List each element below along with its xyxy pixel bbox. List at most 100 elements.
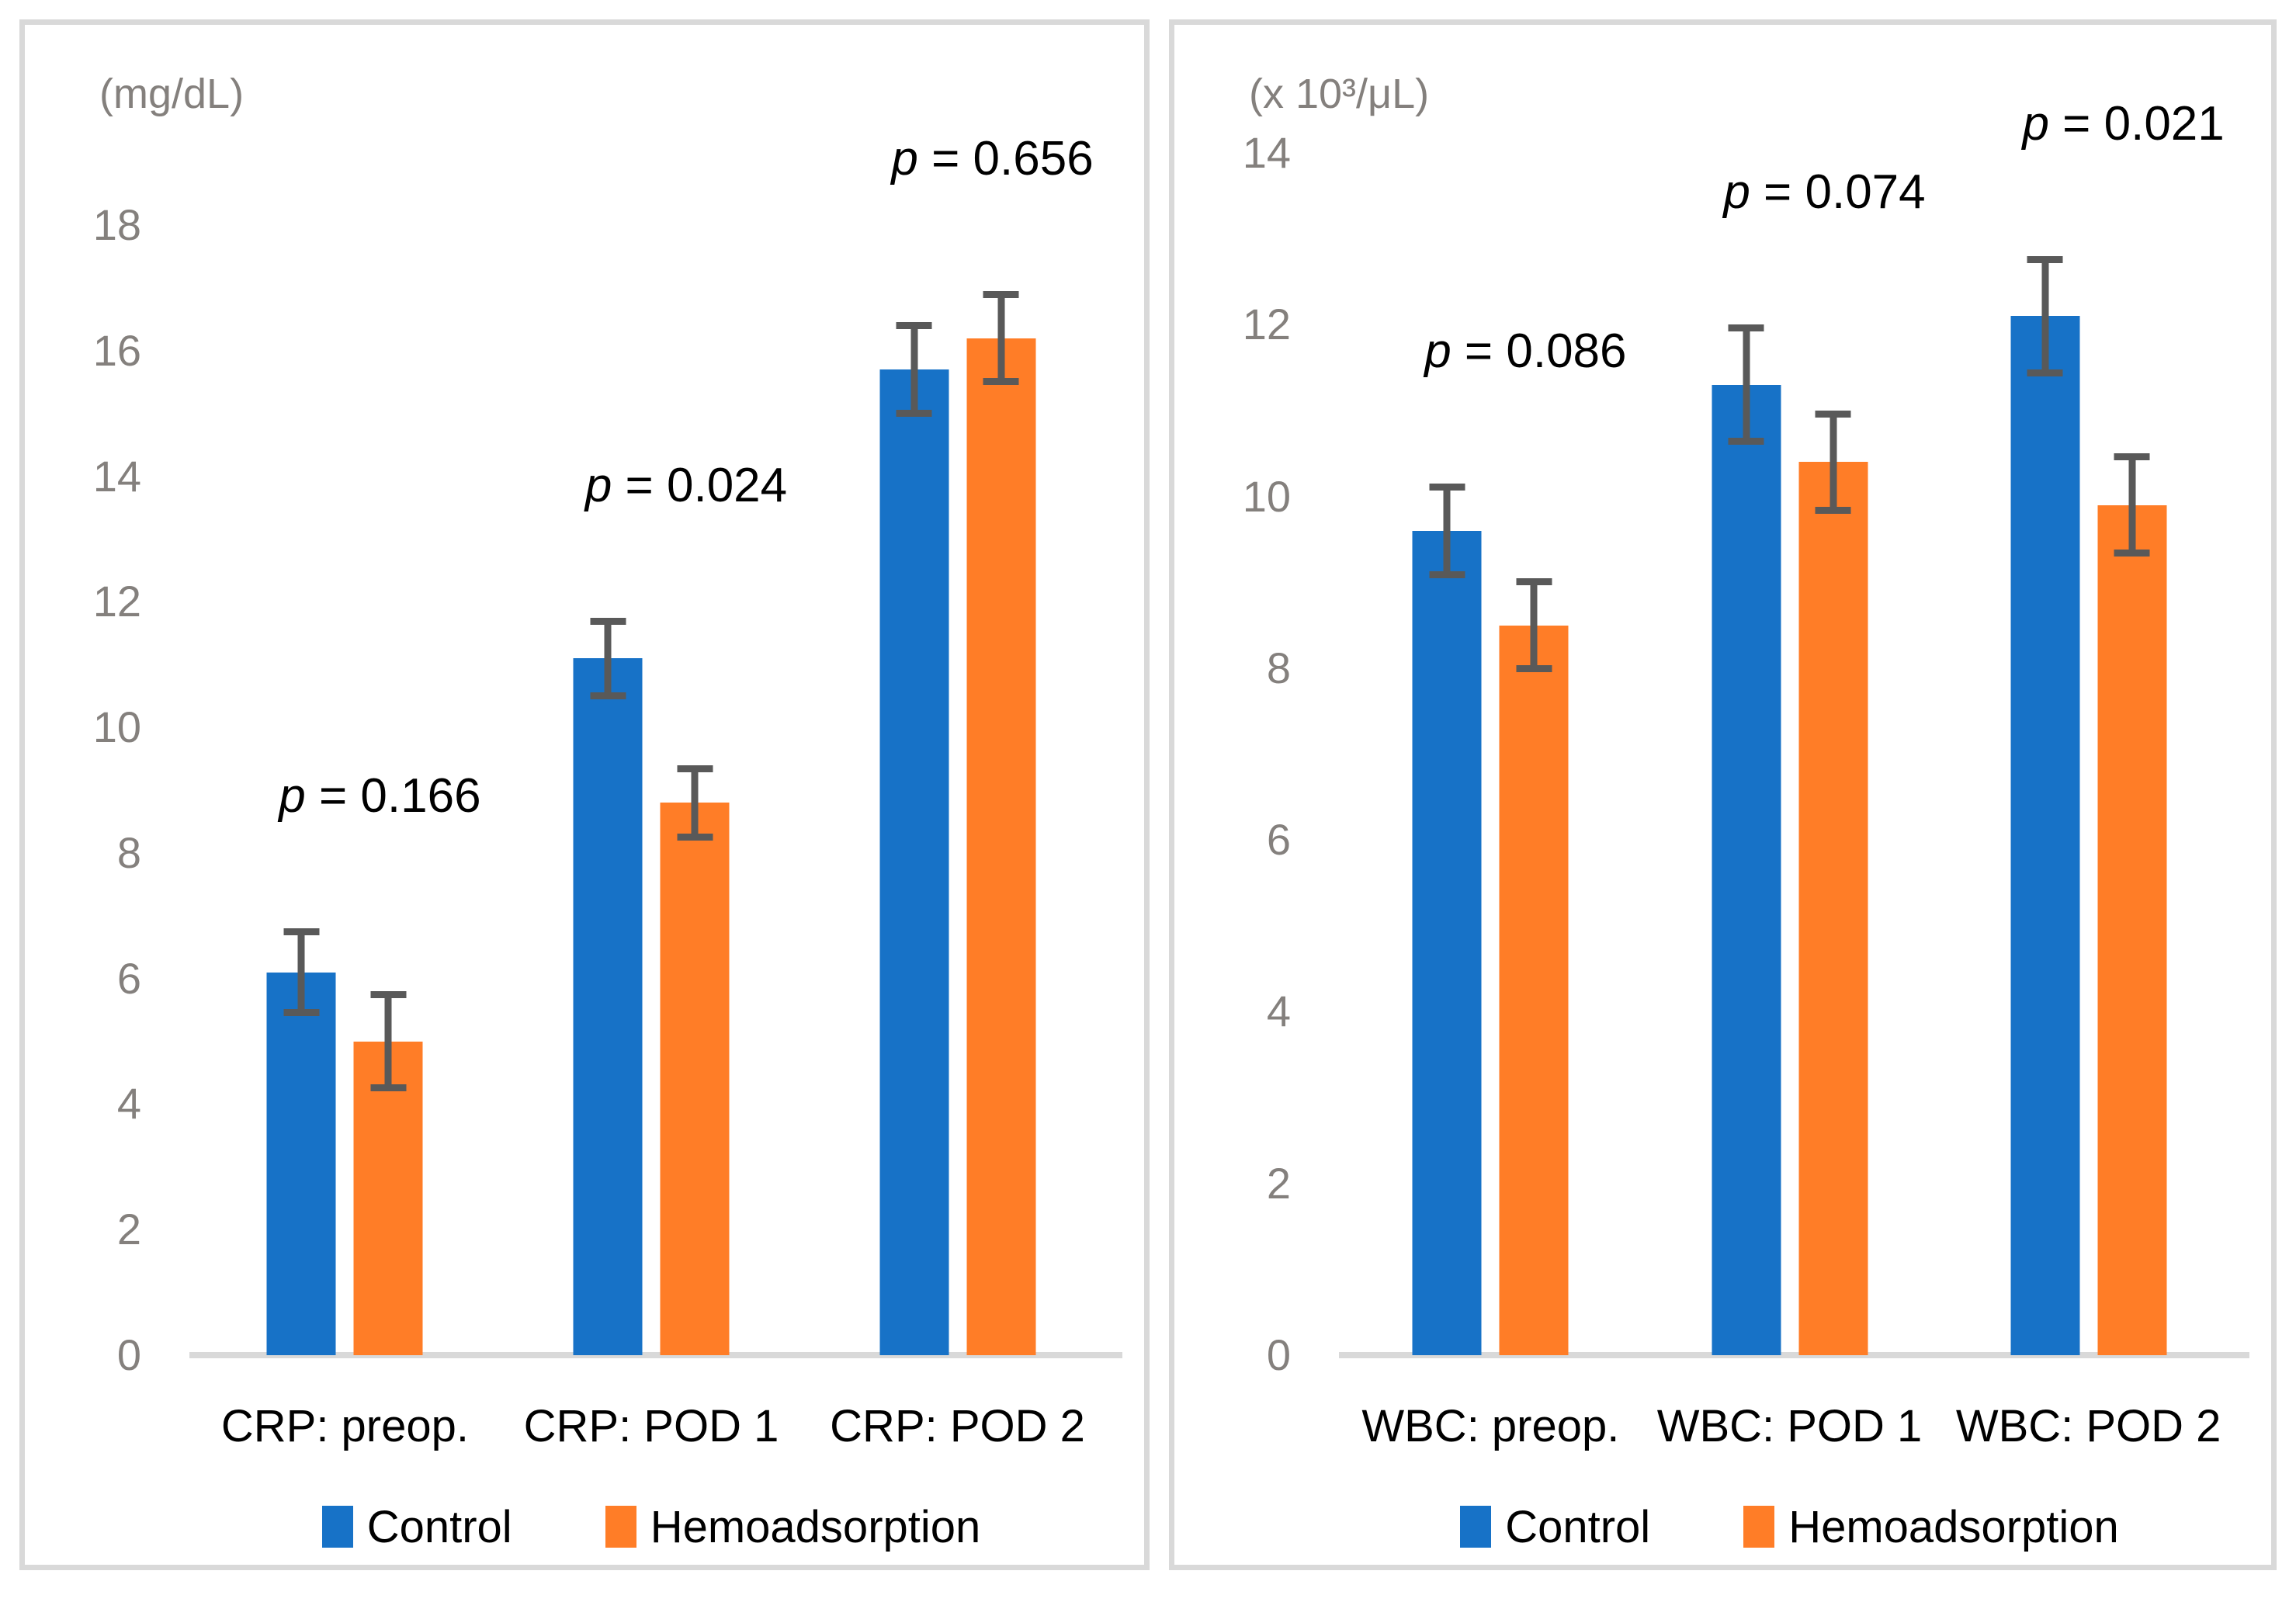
error-bar [1516,577,1552,673]
error-bar-cap-top [896,322,932,330]
x-axis-line [1339,1352,2249,1358]
hemoadsorption-bar [1499,625,1569,1355]
category-label: CRP: preop. [220,1401,470,1451]
error-bar-cap-top [1429,483,1465,491]
crp-chart-panel: (mg/dL) 0 2 4 6 8 10 12 14 16 18 p = 0.166 p = 0.0… [19,19,1150,1570]
hemoadsorption-bar [353,1041,423,1355]
error-bar [1728,324,1764,446]
error-bar-cap-top [590,617,626,625]
error-bar [1815,410,1851,514]
error-bar [677,765,713,841]
error-bar-line [691,765,699,841]
error-bar-line [1743,324,1750,446]
legend-swatch-control [321,1506,353,1548]
y-tick-label: 14 [1242,128,1291,177]
y-tick-label: 6 [1266,815,1291,865]
error-bar-line [2128,453,2136,557]
error-bar-cap-bottom [590,692,626,699]
control-bar [2010,316,2080,1355]
error-bar-cap-bottom [677,833,713,841]
plot-area: p = 0.166 p = 0.024 p = 0.656 [180,25,1122,1358]
hemoadsorption-bar [1798,462,1868,1355]
error-bar-cap-top [1815,410,1851,418]
y-tick-label: 2 [116,1205,141,1254]
legend-item-control: Control [321,1501,512,1553]
error-bar-cap-bottom [896,409,932,417]
x-axis-line [189,1352,1122,1358]
p-value-label: p = 0.086 [1424,324,1627,378]
y-tick-label: 8 [1266,643,1291,692]
y-tick-label: 14 [92,451,141,501]
error-bar [2114,453,2150,557]
error-bar-cap-top [1516,577,1552,585]
legend: Control Hemoadsorption [180,1500,1122,1554]
error-bar-cap-bottom [2027,369,2063,376]
y-axis-unit-label: (mg/dL) [99,71,245,117]
y-axis-unit-label: (x 10³/μL) [1249,71,1430,117]
x-axis-category-labels: WBC: preop. WBC: POD 1 WBC: POD 2 [1330,1400,2249,1455]
error-bar-line [1443,483,1451,578]
category-label: WBC: POD 2 [1955,1401,2221,1451]
y-tick-label: 2 [1266,1158,1291,1208]
error-bar-line [297,928,305,1017]
error-bar-cap-top [283,928,320,935]
error-bar [983,290,1019,386]
y-tick-label: 4 [1266,987,1291,1036]
error-bar [1429,483,1465,578]
p-value-label: p = 0.166 [279,768,481,823]
error-bar-cap-bottom [2114,550,2150,557]
error-bar-cap-top [370,990,407,998]
error-bar-cap-top [2027,255,2063,263]
y-axis: 0 2 4 6 8 10 12 14 [1174,25,1299,1378]
y-tick-label: 8 [116,827,141,877]
p-value-label: p = 0.024 [584,458,788,512]
y-tick-label: 4 [116,1079,141,1129]
error-bar-cap-bottom [1429,570,1465,578]
category-label: WBC: POD 1 [1656,1401,1923,1451]
error-bar [370,990,407,1092]
legend-label: Control [1505,1501,1651,1552]
category-label: CRP: POD 2 [830,1401,1085,1451]
error-bar [2027,255,2063,376]
error-bar-cap-top [2114,453,2150,461]
y-tick-label: 12 [1242,300,1291,349]
control-bar [879,369,949,1355]
x-axis-category-labels: CRP: preop. CRP: POD 1 CRP: POD 2 [180,1400,1122,1455]
error-bar-cap-bottom [983,378,1019,386]
error-bar-line [604,617,612,699]
p-value-label: p = 0.021 [2022,96,2225,151]
error-bar-cap-bottom [1516,665,1552,673]
y-tick-label: 18 [92,200,141,249]
error-bar-cap-bottom [370,1084,407,1092]
error-bar [283,928,320,1017]
legend-swatch-hemoadsorption [605,1506,636,1548]
error-bar-cap-bottom [1815,506,1851,514]
error-bar-line [384,990,392,1092]
y-axis: 0 2 4 6 8 10 12 14 16 18 [25,25,149,1378]
error-bar [590,617,626,699]
legend-label: Control [366,1501,512,1552]
legend-item-hemoadsorption: Hemoadsorption [1743,1501,2119,1553]
error-bar-line [1530,577,1538,673]
control-bar [1712,384,1781,1355]
error-bar-cap-bottom [1728,438,1764,446]
error-bar-cap-top [677,765,713,772]
legend-item-control: Control [1460,1501,1650,1553]
control-bar [1412,530,1482,1355]
p-value-label: p = 0.074 [1723,165,1926,220]
hemoadsorption-bar [966,338,1036,1355]
p-value-label: p = 0.656 [891,131,1094,186]
wbc-chart-panel: (x 10³/μL) 0 2 4 6 8 10 12 14 p = 0.086 p = 0.07… [1169,19,2277,1570]
legend: Control Hemoadsorption [1330,1500,2249,1554]
legend-swatch-hemoadsorption [1743,1506,1775,1548]
error-bar-line [2041,255,2049,376]
y-tick-label: 10 [92,702,141,752]
category-label: WBC: preop. [1361,1401,1620,1451]
error-bar-line [910,322,918,417]
control-bar [573,658,643,1355]
y-tick-label: 12 [92,577,141,626]
y-tick-label: 6 [116,953,141,1003]
plot-area: p = 0.086 p = 0.074 p = 0.021 [1330,25,2249,1358]
legend-label: Hemoadsorption [650,1501,981,1552]
error-bar-cap-top [1728,324,1764,332]
